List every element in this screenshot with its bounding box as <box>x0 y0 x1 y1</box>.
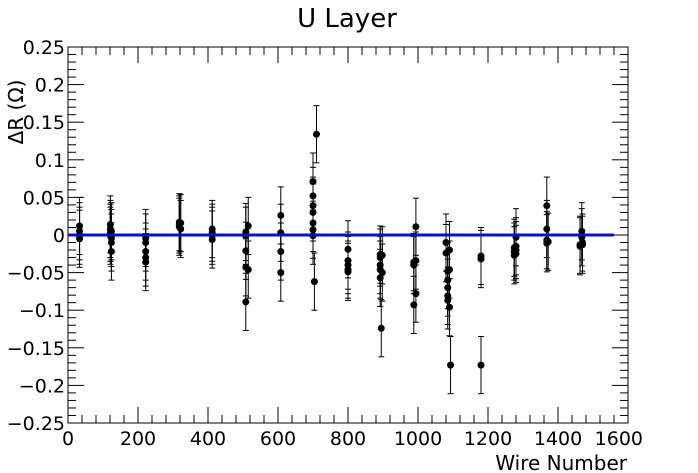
data-point <box>477 336 485 395</box>
data-point <box>244 240 252 299</box>
data-point <box>76 209 84 268</box>
marker <box>477 255 485 263</box>
x-tick-label: 1000 <box>394 428 442 450</box>
x-axis-label: Wire Number <box>495 451 627 473</box>
data-point <box>313 105 320 164</box>
y-tick-label: 0.25 <box>23 37 65 59</box>
data-point <box>377 299 385 358</box>
data-point <box>446 220 453 280</box>
marker <box>512 250 520 258</box>
y-axis: −0.25 −0.2 −0.15 −0.1 −0.05 0 0.05 0.1 0.15 0.2 0.… <box>7 37 628 435</box>
marker <box>142 258 150 266</box>
y-tick-label: 0.1 <box>35 150 65 172</box>
marker <box>344 268 352 276</box>
marker <box>477 361 485 369</box>
x-tick-label: 1400 <box>534 428 582 450</box>
marker <box>412 223 420 231</box>
y-tick-label: −0.05 <box>7 263 65 285</box>
x-tick-label: 1200 <box>464 428 512 450</box>
data-point <box>344 242 352 301</box>
data-point <box>277 243 285 302</box>
chart-title: U Layer <box>297 4 397 34</box>
data-points <box>76 105 586 395</box>
marker <box>277 269 285 277</box>
marker <box>446 246 453 254</box>
data-point <box>142 232 150 292</box>
data-point <box>544 212 552 271</box>
data-point <box>242 272 250 332</box>
x-tick-label: 400 <box>190 428 226 450</box>
data-point <box>177 193 185 253</box>
data-point <box>378 243 386 302</box>
data-point <box>579 215 586 274</box>
marker <box>310 278 318 286</box>
marker <box>412 290 420 298</box>
y-tick-label: −0.2 <box>19 375 65 397</box>
marker <box>244 222 252 230</box>
marker <box>107 227 115 235</box>
y-tick-label: −0.25 <box>7 413 65 435</box>
data-point <box>477 229 485 289</box>
x-tick-label: 200 <box>120 428 156 450</box>
marker <box>242 298 250 306</box>
y-tick-label: 0.05 <box>23 187 65 209</box>
x-tick-label: 800 <box>330 428 366 450</box>
y-axis-label: ΔR (Ω) <box>4 80 28 145</box>
marker <box>447 361 455 369</box>
data-point <box>208 210 216 269</box>
data-point <box>310 252 318 311</box>
marker <box>244 266 252 274</box>
marker <box>412 257 420 265</box>
marker <box>76 235 84 243</box>
marker <box>544 238 552 246</box>
marker <box>208 236 216 244</box>
marker <box>177 219 185 227</box>
x-tick-label: 1600 <box>595 428 643 450</box>
marker <box>313 130 320 138</box>
x-axis: 0 200 400 600 800 1000 1200 1400 1600 <box>62 47 643 450</box>
marker <box>377 324 385 332</box>
y-tick-label: 0 <box>53 225 65 247</box>
y-tick-label: −0.15 <box>7 338 65 360</box>
marker <box>579 241 586 249</box>
data-point <box>447 336 455 395</box>
marker <box>446 303 453 311</box>
y-tick-label: 0.2 <box>35 75 65 97</box>
x-tick-label: 0 <box>62 428 74 450</box>
x-tick-label: 600 <box>260 428 296 450</box>
data-point <box>107 202 115 261</box>
data-point <box>412 264 420 323</box>
marker <box>378 269 386 277</box>
y-tick-label: 0.15 <box>23 112 65 134</box>
y-tick-label: −0.1 <box>19 300 65 322</box>
